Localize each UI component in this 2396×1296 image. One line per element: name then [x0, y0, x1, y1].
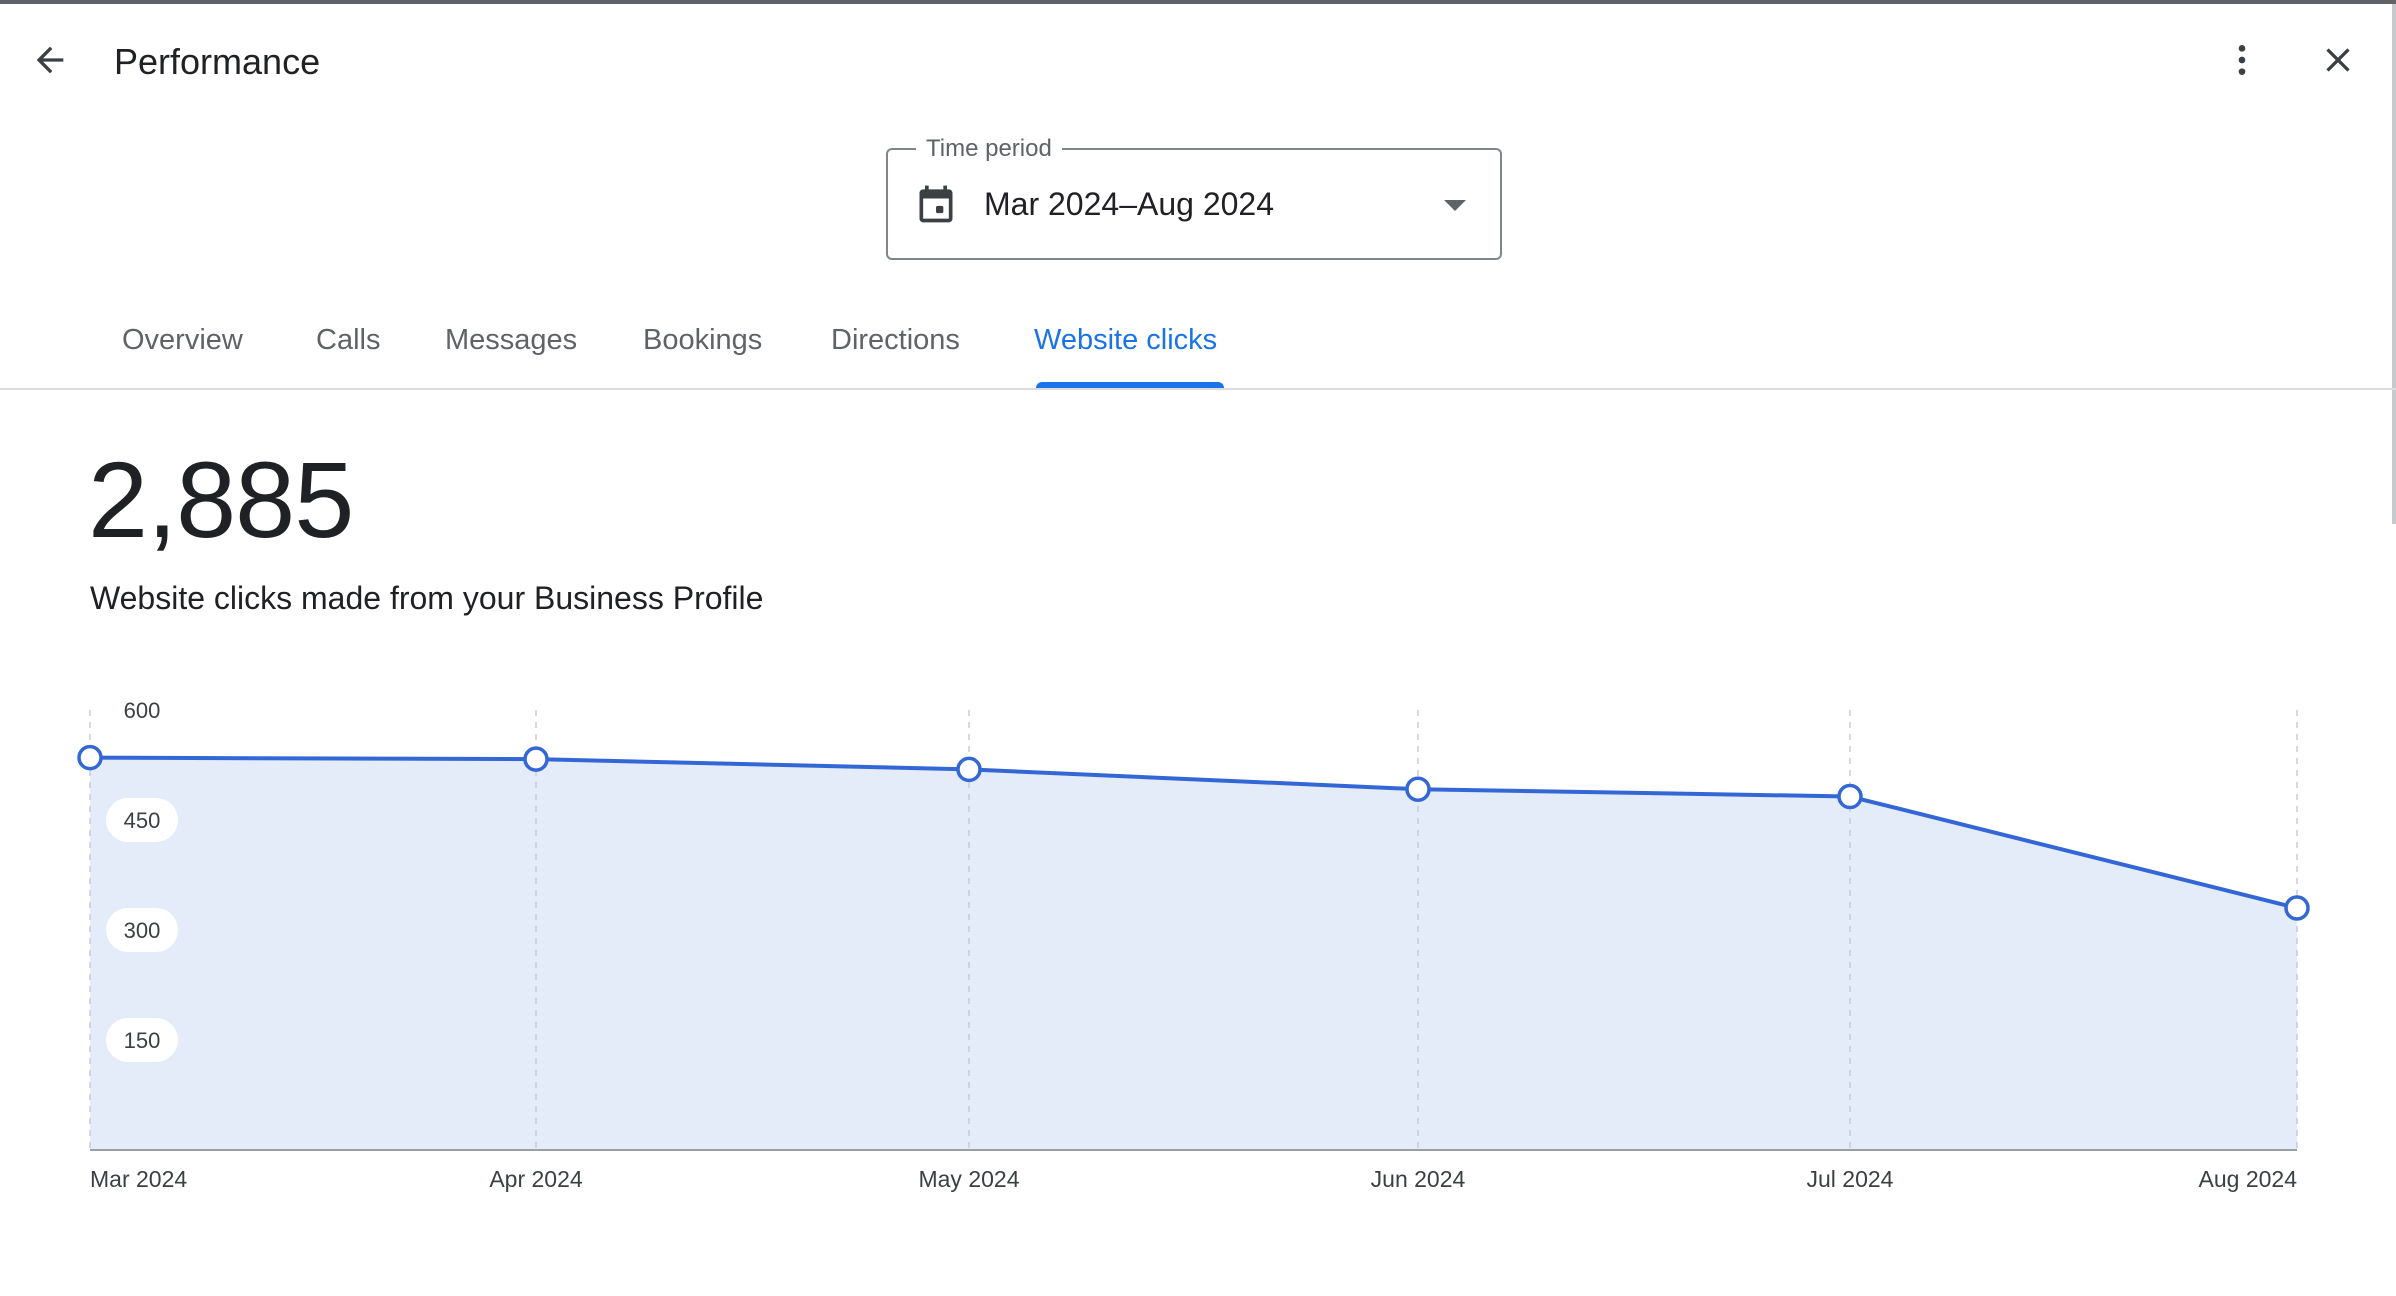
chart-area-fill: [90, 757, 2297, 1150]
more-vert-icon: [2238, 45, 2246, 75]
y-tick-label-150: 150: [124, 1028, 161, 1053]
app-header: Performance: [0, 4, 2396, 116]
time-period-value: Mar 2024–Aug 2024: [984, 186, 1274, 222]
page-title: Performance: [114, 41, 321, 82]
tab-bar: Overview Calls Messages Bookings Directi…: [0, 300, 2396, 390]
tab-directions[interactable]: Directions: [831, 324, 960, 356]
tab-bookings[interactable]: Bookings: [643, 324, 763, 356]
close-button[interactable]: [2302, 24, 2374, 96]
x-tick-label-aug-2024: Aug 2024: [2199, 1166, 2298, 1192]
more-options-button[interactable]: [2206, 24, 2278, 96]
data-point-apr-2024: [523, 746, 549, 772]
data-point-jul-2024: [1837, 783, 1863, 810]
total-website-clicks: 2,885: [88, 439, 354, 560]
x-tick-label-apr-2024: Apr 2024: [489, 1166, 583, 1192]
calendar-icon: [919, 185, 953, 223]
dropdown-caret-icon: [1444, 200, 1466, 211]
website-clicks-chart: 600 450 300 150 Mar 2024 Apr 2024 May 2024 Jun …: [77, 698, 2310, 1192]
y-tick-label-600: 600: [124, 698, 161, 723]
y-tick-label-300: 300: [124, 918, 161, 943]
close-icon: [2326, 48, 2350, 72]
series-line: [89, 755, 2298, 910]
data-point-jun-2024: [1405, 776, 1431, 802]
tab-overview[interactable]: Overview: [122, 324, 243, 356]
time-period-label: Time period: [916, 134, 1062, 164]
data-point-mar-2024: [77, 744, 103, 771]
y-tick-label-450: 450: [124, 808, 161, 833]
data-point-aug-2024: [2284, 895, 2310, 921]
tab-website-clicks[interactable]: Website clicks: [1034, 324, 1218, 356]
metric-description: Website clicks made from your Business P…: [90, 580, 764, 616]
x-tick-label-may-2024: May 2024: [918, 1166, 1019, 1192]
back-button[interactable]: [14, 24, 86, 96]
y-tick-pill-300: [106, 908, 178, 952]
y-tick-pill-150: [106, 1018, 178, 1062]
scrollbar-edge: [2392, 4, 2396, 524]
time-period-select[interactable]: Time period Mar 2024–Aug 2024: [886, 134, 1502, 260]
arrow-left-icon: [36, 46, 64, 74]
y-tick-pill-450: [106, 798, 178, 842]
data-point-may-2024: [956, 756, 982, 783]
x-tick-label-jun-2024: Jun 2024: [1371, 1166, 1466, 1192]
active-tab-indicator: [1036, 382, 1224, 388]
tab-calls[interactable]: Calls: [316, 324, 381, 356]
tab-messages[interactable]: Messages: [445, 324, 578, 356]
x-tick-label-mar-2024: Mar 2024: [90, 1166, 187, 1192]
window-top-border: [0, 0, 2396, 4]
x-tick-label-jul-2024: Jul 2024: [1807, 1166, 1894, 1192]
